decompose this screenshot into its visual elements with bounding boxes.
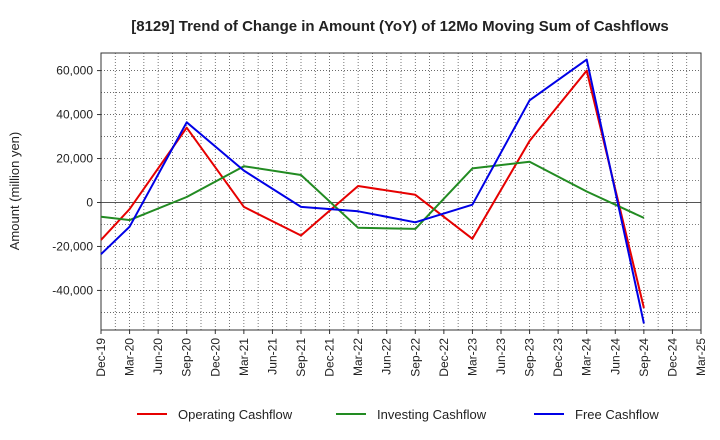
y-tick-label: -40,000 — [52, 283, 93, 297]
legend-label-free-cashflow: Free Cashflow — [575, 407, 659, 422]
x-tick-label: Dec-20 — [208, 338, 222, 377]
x-tick-label: Mar-25 — [694, 338, 708, 376]
y-tick-label: 60,000 — [56, 64, 93, 78]
series-line-operating-cashflow — [100, 69, 645, 309]
x-tick-label: Dec-24 — [665, 338, 679, 377]
x-tick-label: Dec-22 — [437, 338, 451, 377]
series-lines — [100, 58, 645, 324]
legend-label-operating-cashflow: Operating Cashflow — [178, 407, 293, 422]
y-tick-label: -20,000 — [52, 239, 93, 253]
x-tick-label: Mar-22 — [351, 338, 365, 376]
x-tick-label: Sep-24 — [637, 338, 651, 377]
grid — [100, 53, 702, 330]
x-tick-label: Jun-22 — [380, 338, 394, 375]
x-tick-label: Dec-19 — [94, 338, 108, 377]
x-tick-label: Dec-23 — [551, 338, 565, 377]
axes: -40,000 -20,000 0 20,000 40,000 60,000 Dec-19 M… — [52, 52, 708, 377]
x-tick-label: Sep-23 — [523, 338, 537, 377]
x-tick-label: Sep-22 — [408, 338, 422, 377]
x-tick-label: Mar-24 — [580, 338, 594, 376]
x-tick-label: Jun-24 — [608, 338, 622, 375]
series-line-free-cashflow — [100, 58, 645, 324]
legend-label-investing-cashflow: Investing Cashflow — [377, 407, 487, 422]
x-tick-label: Mar-23 — [465, 338, 479, 376]
x-tick-label: Jun-21 — [265, 338, 279, 375]
x-tick-label: Dec-21 — [323, 338, 337, 377]
x-tick-label: Mar-20 — [123, 338, 137, 376]
legend: Operating Cashflow Investing Cashflow Free… — [137, 407, 659, 422]
x-tick-label: Jun-23 — [494, 338, 508, 375]
y-tick-label: 0 — [86, 195, 93, 209]
x-tick-label: Jun-20 — [151, 338, 165, 375]
chart-title: [8129] Trend of Change in Amount (YoY) o… — [131, 18, 669, 35]
x-tick-label: Mar-21 — [237, 338, 251, 376]
y-tick-label: 40,000 — [56, 108, 93, 122]
plot-frame — [100, 52, 702, 331]
x-tick-label: Sep-21 — [294, 338, 308, 377]
y-tick-label: 20,000 — [56, 152, 93, 166]
series-line-investing-cashflow — [100, 160, 645, 230]
y-axis-label: Amount (million yen) — [7, 132, 22, 251]
x-tick-label: Sep-20 — [180, 338, 194, 377]
